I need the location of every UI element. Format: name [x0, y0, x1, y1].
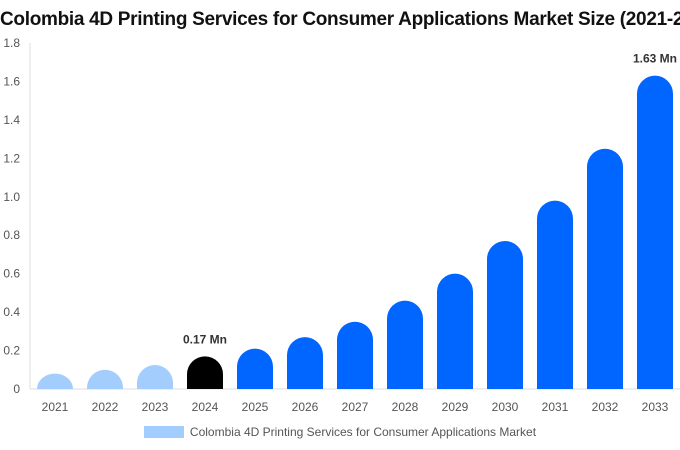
y-tick-label: 0 — [13, 382, 20, 396]
y-tick-label: 0.6 — [3, 267, 20, 281]
chart-title: Colombia 4D Printing Services for Consum… — [0, 9, 680, 30]
x-tick-label: 2021 — [42, 400, 69, 414]
bar-2030 — [487, 240, 523, 389]
y-tick-label: 1.0 — [3, 190, 20, 204]
legend-label: Colombia 4D Printing Services for Consum… — [189, 425, 537, 439]
bar-2024 — [187, 356, 223, 389]
x-tick-label: 2026 — [292, 400, 319, 414]
y-tick-label: 1.2 — [3, 151, 20, 165]
x-tick-label: 2033 — [642, 400, 669, 414]
y-tick-label: 0.2 — [3, 344, 20, 358]
x-tick-label: 2030 — [492, 400, 519, 414]
legend: Colombia 4D Printing Services for Consum… — [0, 425, 680, 439]
data-label: 0.17 Mn — [183, 332, 227, 346]
data-label: 1.63 Mn — [633, 52, 677, 66]
legend-swatch — [143, 426, 184, 438]
bar-2023 — [137, 364, 173, 389]
bar-2027 — [337, 321, 373, 389]
bar-2031 — [537, 200, 573, 389]
x-tick-label: 2025 — [242, 400, 269, 414]
x-tick-label: 2028 — [392, 400, 419, 414]
x-tick-label: 2032 — [592, 400, 619, 414]
x-tick-label: 2023 — [142, 400, 169, 414]
bar-2029 — [437, 273, 473, 389]
x-tick-label: 2029 — [442, 400, 469, 414]
y-tick-label: 1.6 — [3, 74, 20, 88]
x-tick-label: 2031 — [542, 400, 569, 414]
bar-2025 — [237, 348, 273, 389]
bar-2028 — [387, 300, 423, 389]
y-tick-label: 1.8 — [3, 36, 20, 50]
bar-2033 — [637, 75, 673, 389]
bar-2026 — [287, 337, 323, 389]
y-tick-label: 0.4 — [3, 305, 20, 319]
y-tick-label: 0.8 — [3, 228, 20, 242]
x-tick-label: 2027 — [342, 400, 369, 414]
x-tick-label: 2024 — [192, 400, 219, 414]
bar-2021 — [37, 373, 73, 389]
x-tick-label: 2022 — [92, 400, 119, 414]
bar-2032 — [587, 148, 623, 389]
y-tick-label: 1.4 — [3, 113, 20, 127]
bar-2022 — [87, 369, 123, 389]
